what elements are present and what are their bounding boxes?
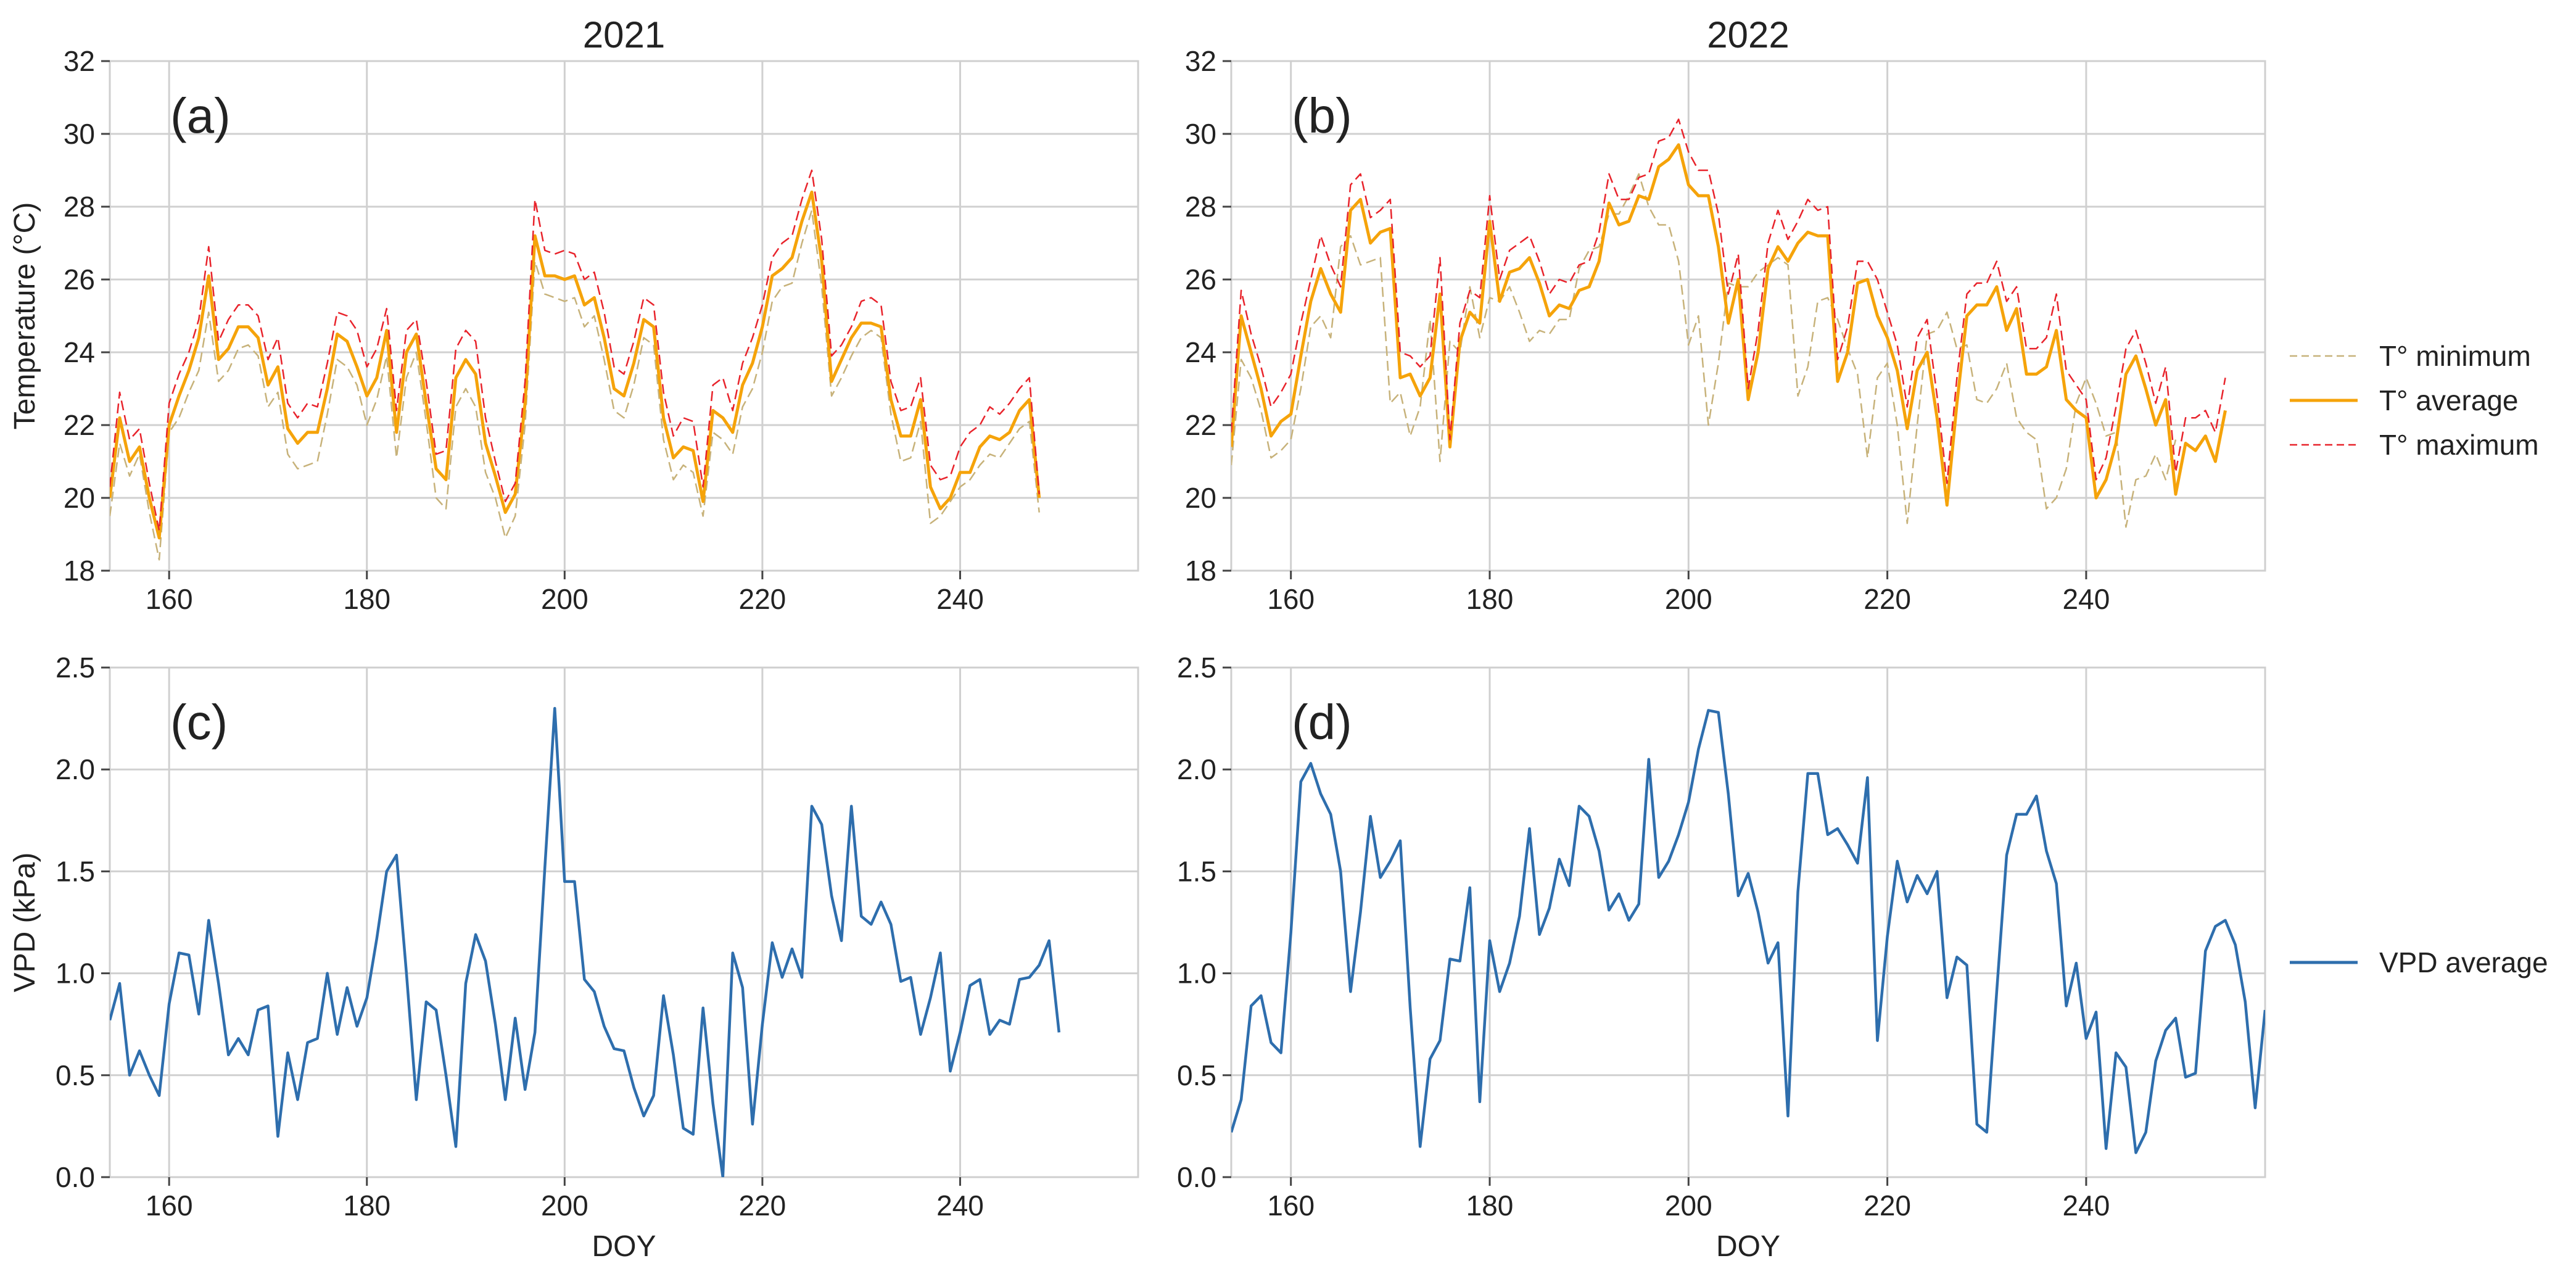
series-line-tavg	[1231, 143, 2227, 507]
y-tick-label: 18	[1185, 555, 1216, 587]
x-tick-label: 200	[1665, 1189, 1712, 1222]
y-tick-label: 1.5	[56, 855, 95, 887]
series-line-tavg	[110, 190, 1041, 540]
x-tick-label: 200	[541, 583, 588, 615]
x-tick-label: 220	[739, 583, 786, 615]
y-axis-label: VPD (kPa)	[9, 853, 41, 993]
series-line-tmin	[1231, 173, 2177, 528]
plot-frame	[1230, 60, 2266, 572]
x-tick-label: 200	[1665, 583, 1712, 615]
x-tick-label: 160	[1267, 1189, 1315, 1222]
y-tick-label: 2.0	[56, 753, 95, 785]
y-tick-label: 28	[1185, 191, 1216, 223]
legend-label: T° minimum	[2379, 340, 2531, 372]
x-tick-label: 240	[2063, 1189, 2110, 1222]
y-tick-label: 32	[1185, 45, 1216, 77]
y-tick-label: 0.0	[56, 1161, 95, 1193]
y-tick-label: 20	[64, 482, 95, 514]
panel-label: (c)	[170, 695, 228, 750]
y-tick-label: 2.5	[56, 651, 95, 684]
x-tick-label: 240	[936, 1189, 984, 1222]
x-tick-label: 160	[1267, 583, 1315, 615]
panel-title: 2021	[583, 14, 665, 56]
y-tick-label: 24	[1185, 336, 1216, 368]
series-line-tmax	[1231, 118, 2226, 484]
panel-label: (b)	[1292, 88, 1352, 143]
y-tick-label: 1.5	[1177, 855, 1216, 887]
panel-title: 2022	[1707, 14, 1789, 56]
plot-frame	[109, 666, 1139, 1178]
y-tick-label: 26	[64, 263, 95, 296]
y-axis-label: Temperature (°C)	[9, 202, 41, 430]
x-tick-label: 220	[1864, 1189, 1911, 1222]
x-tick-label: 220	[1864, 583, 1911, 615]
panel-label: (a)	[170, 88, 231, 143]
x-axis-label: DOY	[592, 1230, 656, 1263]
y-tick-label: 0.5	[1177, 1059, 1216, 1091]
plot-frame	[109, 60, 1139, 572]
y-tick-label: 22	[64, 409, 95, 441]
y-tick-label: 30	[64, 118, 95, 150]
y-tick-label: 18	[64, 555, 95, 587]
x-tick-label: 180	[343, 583, 390, 615]
y-tick-label: 2.5	[1177, 651, 1216, 684]
x-tick-label: 180	[343, 1189, 390, 1222]
panel-label: (d)	[1292, 695, 1352, 750]
y-tick-label: 0.0	[1177, 1161, 1216, 1193]
y-tick-label: 28	[64, 191, 95, 223]
x-tick-label: 240	[936, 583, 984, 615]
y-tick-label: 30	[1185, 118, 1216, 150]
y-tick-label: 22	[1185, 409, 1216, 441]
series-line-vpd	[1231, 709, 2265, 1154]
x-tick-label: 240	[2063, 583, 2110, 615]
y-tick-label: 20	[1185, 482, 1216, 514]
y-tick-label: 0.5	[56, 1059, 95, 1091]
y-tick-label: 1.0	[1177, 958, 1216, 990]
legend-label: VPD average	[2379, 946, 2548, 978]
x-tick-label: 220	[739, 1189, 786, 1222]
x-tick-label: 160	[146, 583, 193, 615]
legend-label: T° maximum	[2379, 429, 2539, 461]
y-tick-label: 2.0	[1177, 753, 1216, 785]
x-tick-label: 160	[146, 1189, 193, 1222]
x-tick-label: 200	[541, 1189, 588, 1222]
y-tick-label: 1.0	[56, 958, 95, 990]
y-tick-label: 24	[64, 336, 95, 368]
y-tick-label: 26	[1185, 263, 1216, 296]
y-tick-label: 32	[64, 45, 95, 77]
plot-frame	[1230, 666, 2266, 1178]
x-tick-label: 180	[1466, 1189, 1514, 1222]
series-line-vpd	[110, 706, 1061, 1177]
x-tick-label: 180	[1466, 583, 1514, 615]
series-line-tmax	[110, 169, 1040, 532]
legend-label: T° average	[2379, 384, 2519, 416]
series-line-tmin	[110, 209, 1040, 561]
x-axis-label: DOY	[1716, 1230, 1780, 1263]
